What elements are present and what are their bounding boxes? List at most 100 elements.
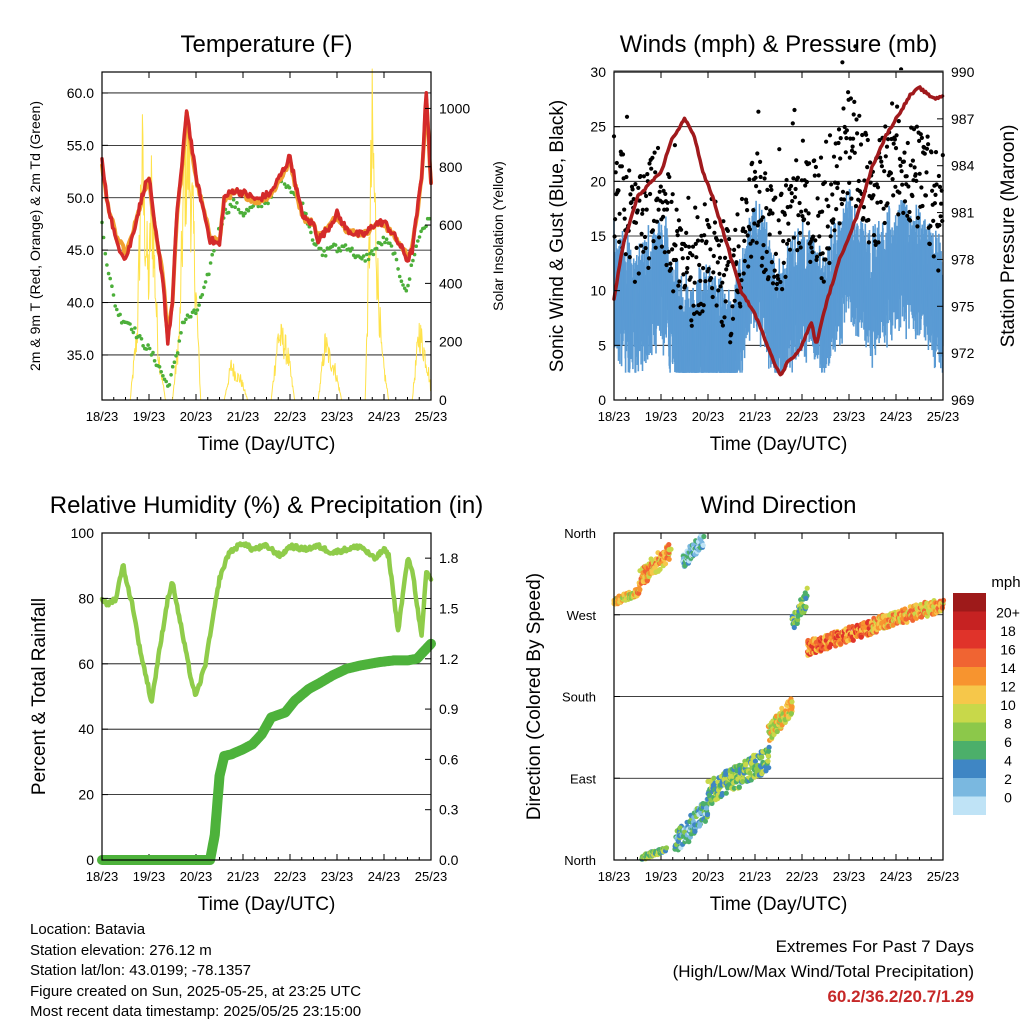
gust-point: [753, 175, 758, 180]
gust-point: [824, 197, 829, 202]
gust-point: [705, 218, 710, 223]
y-tick-label: 10: [590, 283, 606, 299]
y-axis-label: Percent & Total Rainfall: [29, 598, 50, 795]
gust-point: [865, 165, 870, 170]
gust-point: [831, 217, 836, 222]
dewpoint-point: [388, 241, 392, 246]
dewpoint-point: [320, 253, 325, 258]
y-tick-label: 0: [86, 852, 94, 868]
dewpoint-point: [370, 249, 374, 253]
gust-point: [685, 255, 691, 261]
dewpoint-point: [175, 351, 180, 355]
gust-point: [650, 228, 656, 233]
gust-point: [793, 186, 798, 192]
gust-point: [704, 239, 709, 244]
gust-point: [654, 219, 660, 224]
dewpoint-point: [184, 317, 188, 322]
dewpoint-point: [383, 240, 387, 245]
gust-point: [842, 197, 847, 202]
gust-point: [836, 127, 842, 132]
gust-point: [729, 331, 734, 336]
info-location: Location: Batavia: [30, 921, 146, 938]
gust-point: [907, 209, 912, 215]
gust-point: [616, 188, 621, 193]
dewpoint-point: [323, 254, 328, 258]
gust-point: [897, 190, 902, 195]
gust-point: [924, 170, 929, 175]
gust-point: [788, 204, 793, 209]
y-tick-label: North: [564, 853, 596, 868]
dewpoint-point: [374, 246, 379, 251]
x-axis-label: Time (Day/UTC): [198, 894, 336, 915]
gust-point: [748, 241, 753, 246]
gust-point: [827, 260, 832, 266]
gust-point: [760, 215, 766, 220]
gust-point: [761, 243, 766, 248]
gust-point: [775, 273, 780, 278]
gust-point: [919, 185, 924, 190]
gust-point: [883, 124, 888, 129]
dewpoint-point: [111, 293, 116, 297]
y-tick-label: East: [570, 771, 596, 786]
gust-point: [791, 176, 796, 181]
gust-point: [651, 239, 656, 244]
y2-tick-label: 984: [951, 158, 975, 174]
x-tick-label: 24/23: [368, 869, 401, 884]
direction-point: [644, 578, 650, 584]
gust-point: [715, 260, 720, 265]
gust-point: [882, 169, 887, 174]
y2-tick-label: 972: [951, 345, 975, 361]
gust-point: [769, 187, 774, 192]
x-tick-label: 21/23: [227, 869, 260, 884]
colorbar-label: 16: [1000, 642, 1016, 658]
gust-point: [769, 260, 775, 265]
gust-point: [712, 230, 717, 235]
gust-point: [834, 164, 839, 169]
direction-point: [803, 595, 809, 601]
dewpoint-point: [106, 271, 111, 276]
gust-point: [633, 220, 639, 225]
dewpoint-point: [179, 331, 183, 335]
dewpoint-point: [208, 261, 213, 265]
gust-point: [745, 208, 750, 213]
gust-point: [911, 127, 917, 132]
gust-point: [617, 211, 622, 216]
gust-point: [876, 240, 881, 245]
info-created: Figure created on Sun, 2025-05-25, at 23…: [30, 982, 362, 1000]
gust-point: [649, 166, 654, 171]
gust-point: [923, 193, 929, 198]
gust-point: [878, 199, 883, 205]
gust-point: [684, 270, 689, 275]
gust-point: [816, 213, 821, 218]
colorbar-swatch: [953, 796, 986, 815]
gust-point: [710, 294, 715, 300]
gust-point: [866, 217, 871, 223]
gust-point: [807, 161, 812, 166]
gust-point: [668, 261, 673, 266]
2m-temperature-line: [100, 91, 433, 346]
dewpoint-point: [103, 251, 108, 256]
y-tick-label: North: [564, 526, 596, 541]
gust-point: [781, 260, 786, 265]
gust-point: [703, 279, 708, 284]
dewpoint-point: [314, 243, 318, 247]
gust-point: [711, 270, 716, 275]
dewpoint-point: [161, 374, 165, 378]
gust-point: [803, 183, 808, 188]
gust-point: [698, 278, 703, 283]
gust-point: [786, 238, 791, 243]
dewpoint-point: [146, 343, 150, 347]
dewpoint-point: [333, 243, 338, 247]
gust-point: [712, 220, 718, 225]
y2-tick-label: 400: [439, 275, 463, 291]
direction-point: [703, 805, 710, 811]
colorbar-label: 2: [1004, 771, 1012, 787]
dewpoint-point: [133, 326, 137, 330]
gust-point: [635, 208, 640, 213]
extremes-heading: Extremes For Past 7 Days: [775, 937, 974, 956]
gust-point: [735, 212, 740, 217]
x-tick-label: 22/23: [274, 869, 307, 884]
gust-point: [710, 286, 715, 291]
gust-point: [857, 113, 862, 118]
gust-point: [821, 279, 826, 284]
